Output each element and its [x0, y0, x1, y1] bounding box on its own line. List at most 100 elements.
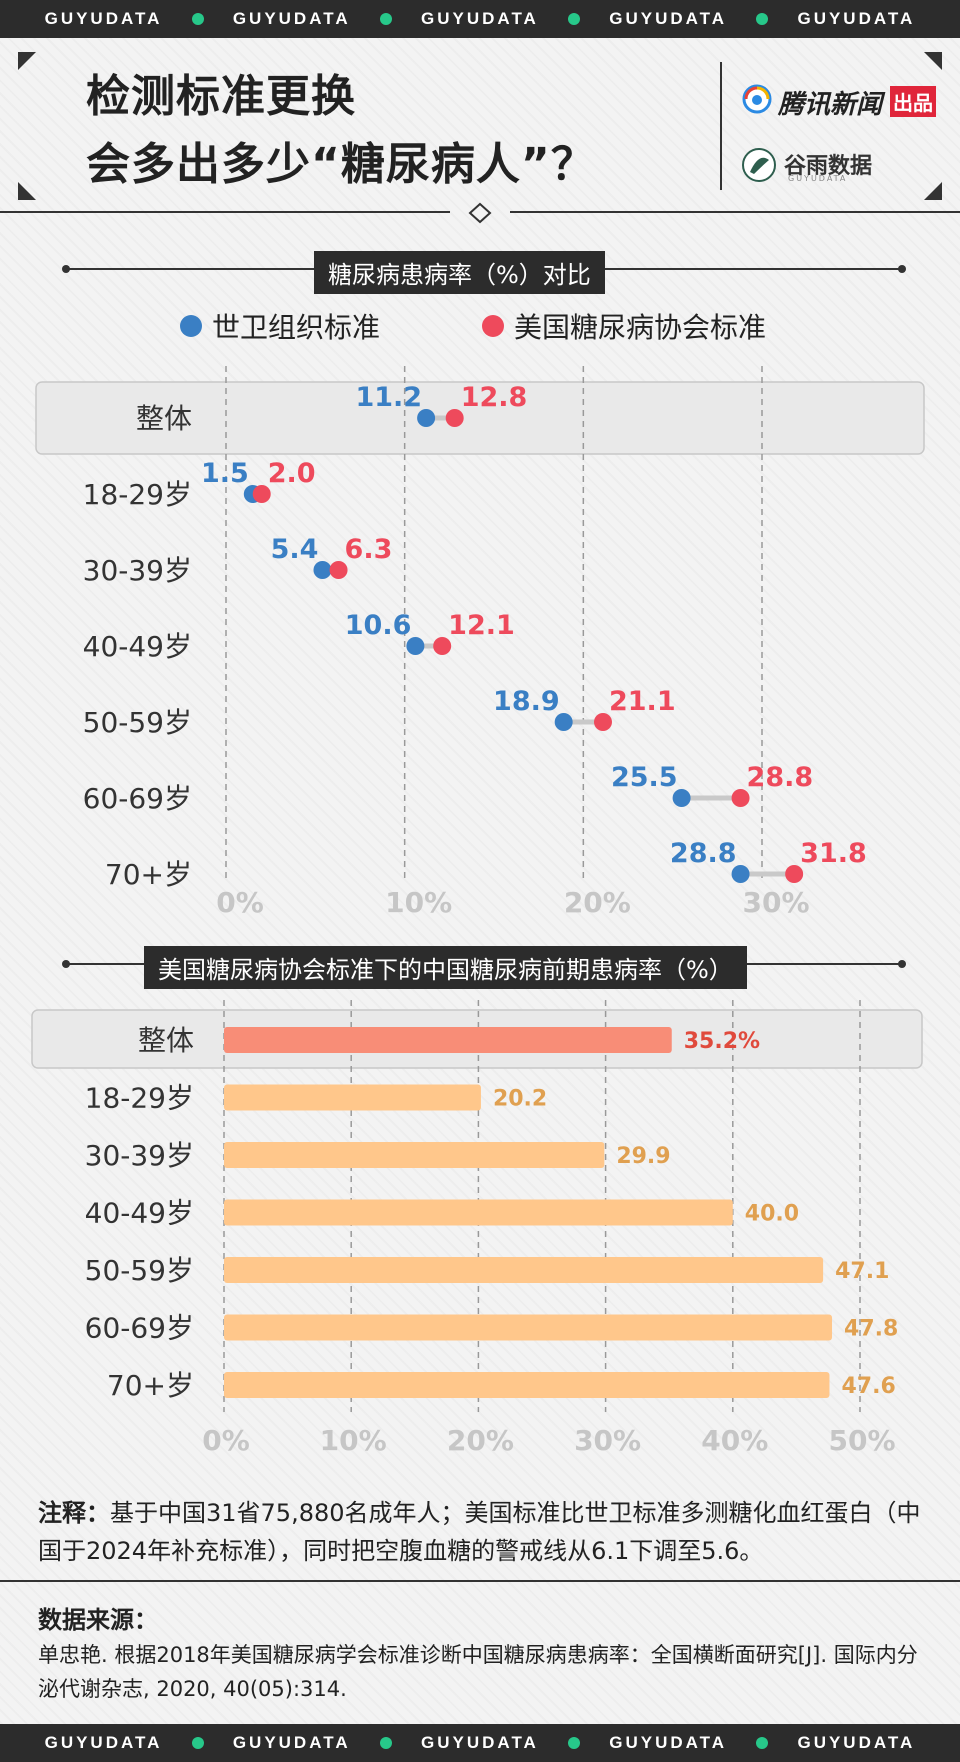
ada-point [593, 713, 612, 731]
section2-title: 美国糖尿病协会标准下的中国糖尿病前期患病率（%） [144, 946, 747, 989]
x-tick-label: 10% [385, 886, 452, 919]
category-label: 整体 [136, 402, 192, 435]
header-bottom-line-right [510, 211, 960, 213]
band-word: GUYUDATA [797, 1733, 916, 1752]
category-label: 18-29岁 [85, 1082, 194, 1115]
who-point [672, 789, 691, 807]
header-corners [18, 52, 942, 200]
band-dot [379, 1737, 392, 1749]
ada-point [433, 637, 452, 655]
band-word: GUYUDATA [421, 1733, 539, 1752]
section2-rule-dot-left [62, 960, 70, 968]
category-label: 30-39岁 [83, 554, 192, 587]
ada-value-label: 21.1 [609, 686, 676, 717]
who-value-label: 11.2 [355, 382, 422, 413]
bar-value-label: 35.2% [684, 1029, 760, 1054]
category-label: 50-59岁 [83, 706, 192, 739]
band-dot [568, 1737, 581, 1749]
band-dot [756, 1737, 769, 1749]
band-word: GUYUDATA [232, 1733, 351, 1752]
brand2-sub: GUYUDATA [788, 174, 848, 183]
note-divider [0, 1580, 960, 1582]
band-word: GUYUDATA [44, 1733, 163, 1752]
bar [224, 1142, 605, 1168]
guyu-data-logo-icon [742, 148, 776, 182]
x-tick-label: 10% [320, 1424, 387, 1457]
note: 注释：基于中国31省75,880名成年人；美国标准比世卫标准多测糖化血红蛋白（中… [38, 1494, 928, 1570]
who-value-label: 18.9 [493, 686, 560, 717]
legend-ada: 美国糖尿病协会标准 [482, 306, 766, 346]
x-tick-label: 20% [447, 1424, 514, 1457]
brand1-tag: 出品 [890, 86, 936, 117]
brand2-name: 谷雨数据 [784, 154, 873, 179]
x-tick-label: 20% [564, 886, 631, 919]
bar [224, 1084, 481, 1111]
top-brand-band: GUYUDATA GUYUDATA GUYUDATA GUYUDATA GUYU… [0, 0, 960, 38]
who-value-label: 1.5 [201, 458, 249, 489]
diamond-icon [468, 202, 492, 224]
ada-point [329, 561, 348, 579]
legend-ada-dot [482, 315, 504, 337]
band-dot [568, 13, 581, 25]
ada-value-label: 12.1 [448, 610, 515, 641]
who-value-label: 5.4 [271, 534, 319, 565]
category-label: 40-49岁 [83, 630, 192, 663]
legend-who-label: 世卫组织标准 [212, 311, 381, 344]
section2-rule-dot-right [898, 960, 906, 968]
category-label: 70+岁 [107, 1369, 194, 1402]
ada-point [445, 409, 464, 427]
category-label: 50-59岁 [85, 1254, 194, 1287]
ada-value-label: 2.0 [268, 458, 316, 489]
ada-value-label: 6.3 [345, 534, 393, 565]
band-dot [756, 13, 769, 25]
category-label: 40-49岁 [85, 1197, 194, 1230]
legend-who: 世卫组织标准 [180, 306, 380, 346]
ada-value-label: 12.8 [461, 382, 528, 413]
category-label: 60-69岁 [85, 1312, 194, 1345]
section1-rule-dot-right [898, 265, 906, 273]
legend-ada-label: 美国糖尿病协会标准 [514, 311, 767, 344]
band-word: GUYUDATA [609, 9, 728, 28]
x-tick-label: 0% [216, 886, 264, 919]
bar-value-label: 47.6 [841, 1374, 895, 1399]
bar-value-label: 47.8 [844, 1317, 898, 1342]
who-point [731, 865, 750, 883]
band-word: GUYUDATA [421, 9, 539, 28]
overall-row-highlight [35, 381, 925, 455]
who-point [417, 409, 436, 427]
ada-point [731, 789, 750, 807]
header-divider [720, 62, 722, 190]
who-point [406, 637, 425, 655]
legend-who-dot [180, 315, 202, 337]
section1-title: 糖尿病患病率（%）对比 [314, 251, 605, 294]
ada-value-label: 31.8 [800, 838, 867, 869]
who-value-label: 28.8 [670, 838, 737, 869]
bar [224, 1372, 830, 1398]
band-word: GUYUDATA [44, 9, 163, 28]
who-value-label: 25.5 [611, 762, 678, 793]
source-text: 单忠艳. 根据2018年美国糖尿病学会标准诊断中国糖尿病患病率：全国横断面研究[… [38, 1643, 918, 1701]
x-tick-label: 30% [742, 886, 809, 919]
brand1-name: 腾讯新闻 [778, 90, 883, 120]
x-tick-label: 40% [701, 1424, 768, 1457]
bottom-brand-band: GUYUDATA GUYUDATA GUYUDATA GUYUDATA GUYU… [0, 1724, 960, 1762]
ada-point [785, 865, 804, 883]
title-line-1: 检测标准更换 [86, 71, 356, 122]
who-value-label: 10.6 [345, 610, 412, 641]
ada-value-label: 28.8 [747, 762, 814, 793]
x-tick-label: 50% [828, 1424, 895, 1457]
x-tick-label: 30% [574, 1424, 641, 1457]
band-dot [191, 13, 204, 25]
section1-rule-dot-left [62, 265, 70, 273]
source-label: 数据来源： [38, 1606, 158, 1634]
bar-value-label: 20.2 [493, 1087, 547, 1112]
title-line-2: 会多出多少“糖尿病人”？ [86, 139, 596, 190]
bar [224, 1199, 733, 1226]
prevalence-dumbbell-chart: 0% 10% 20% 30% 整体 11.2 12.8 18-29岁 1.5 2.0 30-39岁 5… [35, 366, 925, 919]
band-word: GUYUDATA [232, 9, 351, 28]
bar-value-label: 47.1 [835, 1259, 889, 1284]
category-label: 60-69岁 [83, 782, 192, 815]
bar-value-label: 29.9 [616, 1144, 670, 1169]
bar [224, 1027, 672, 1053]
prediabetes-bar-chart: 0% 10% 20% 30% 40% 50% 整体 35.2% 18-29岁 20.2 30-39岁… [31, 1000, 923, 1457]
